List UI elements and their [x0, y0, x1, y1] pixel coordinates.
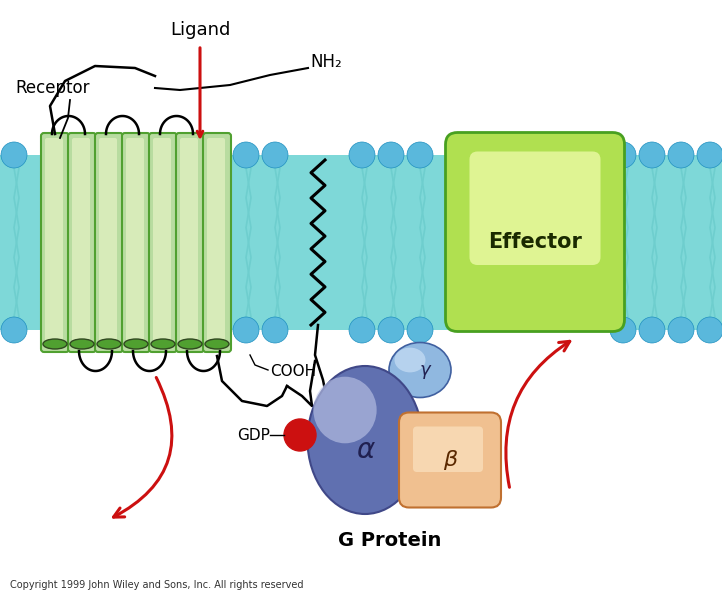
FancyBboxPatch shape — [72, 138, 90, 347]
FancyBboxPatch shape — [126, 138, 144, 347]
Circle shape — [1, 317, 27, 343]
FancyBboxPatch shape — [45, 138, 63, 347]
FancyBboxPatch shape — [180, 138, 198, 347]
FancyBboxPatch shape — [207, 138, 225, 347]
FancyBboxPatch shape — [469, 151, 601, 265]
Ellipse shape — [178, 339, 202, 349]
FancyBboxPatch shape — [399, 413, 501, 508]
FancyBboxPatch shape — [122, 133, 150, 352]
Circle shape — [349, 142, 375, 168]
Text: Copyright 1999 John Wiley and Sons, Inc. All rights reserved: Copyright 1999 John Wiley and Sons, Inc.… — [10, 580, 303, 590]
Ellipse shape — [313, 377, 377, 443]
Circle shape — [233, 317, 259, 343]
Text: G Protein: G Protein — [339, 530, 442, 550]
Text: γ: γ — [419, 361, 430, 379]
Circle shape — [262, 317, 288, 343]
FancyBboxPatch shape — [176, 133, 204, 352]
Circle shape — [407, 317, 433, 343]
FancyBboxPatch shape — [149, 133, 177, 352]
Ellipse shape — [70, 339, 94, 349]
FancyBboxPatch shape — [445, 133, 625, 331]
Circle shape — [407, 142, 433, 168]
Circle shape — [204, 142, 230, 168]
Bar — [0, 155, 722, 330]
Ellipse shape — [205, 339, 229, 349]
Text: Effector: Effector — [488, 232, 582, 252]
FancyBboxPatch shape — [413, 427, 483, 472]
Circle shape — [697, 317, 722, 343]
FancyBboxPatch shape — [99, 138, 117, 347]
Circle shape — [1, 142, 27, 168]
FancyBboxPatch shape — [68, 133, 96, 352]
FancyArrowPatch shape — [506, 341, 570, 487]
Ellipse shape — [124, 339, 148, 349]
Ellipse shape — [389, 343, 451, 397]
FancyArrowPatch shape — [113, 377, 172, 517]
Circle shape — [639, 317, 665, 343]
Circle shape — [378, 317, 404, 343]
Circle shape — [668, 142, 694, 168]
Ellipse shape — [394, 347, 425, 373]
Text: α: α — [356, 436, 374, 464]
Circle shape — [697, 142, 722, 168]
Text: Ligand: Ligand — [170, 21, 230, 39]
Ellipse shape — [308, 366, 422, 514]
Text: Receptor: Receptor — [15, 79, 90, 97]
Text: β: β — [443, 450, 457, 470]
Circle shape — [378, 142, 404, 168]
FancyBboxPatch shape — [95, 133, 123, 352]
FancyBboxPatch shape — [203, 133, 231, 352]
Circle shape — [610, 142, 636, 168]
Circle shape — [610, 317, 636, 343]
FancyBboxPatch shape — [153, 138, 171, 347]
Ellipse shape — [151, 339, 175, 349]
Text: GDP: GDP — [237, 427, 270, 443]
Circle shape — [204, 317, 230, 343]
Ellipse shape — [97, 339, 121, 349]
Text: NH₂: NH₂ — [310, 53, 342, 71]
Ellipse shape — [43, 339, 67, 349]
FancyBboxPatch shape — [41, 133, 69, 352]
Circle shape — [639, 142, 665, 168]
Circle shape — [262, 142, 288, 168]
Text: COOH: COOH — [270, 364, 316, 379]
Circle shape — [668, 317, 694, 343]
Circle shape — [284, 419, 316, 451]
Circle shape — [349, 317, 375, 343]
Circle shape — [233, 142, 259, 168]
